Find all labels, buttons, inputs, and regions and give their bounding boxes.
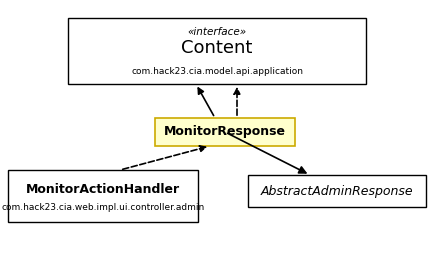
Text: «interface»: «interface» xyxy=(187,27,246,37)
Bar xyxy=(155,118,294,146)
Bar xyxy=(8,170,197,222)
Bar xyxy=(247,175,425,207)
Text: com.hack23.cia.model.api.application: com.hack23.cia.model.api.application xyxy=(131,68,302,77)
Text: MonitorResponse: MonitorResponse xyxy=(164,125,285,139)
Bar xyxy=(68,18,365,84)
Text: MonitorActionHandler: MonitorActionHandler xyxy=(26,183,180,196)
Text: Content: Content xyxy=(181,39,252,57)
Text: com.hack23.cia.web.impl.ui.controller.admin: com.hack23.cia.web.impl.ui.controller.ad… xyxy=(1,203,204,212)
Text: AbstractAdminResponse: AbstractAdminResponse xyxy=(260,185,412,197)
